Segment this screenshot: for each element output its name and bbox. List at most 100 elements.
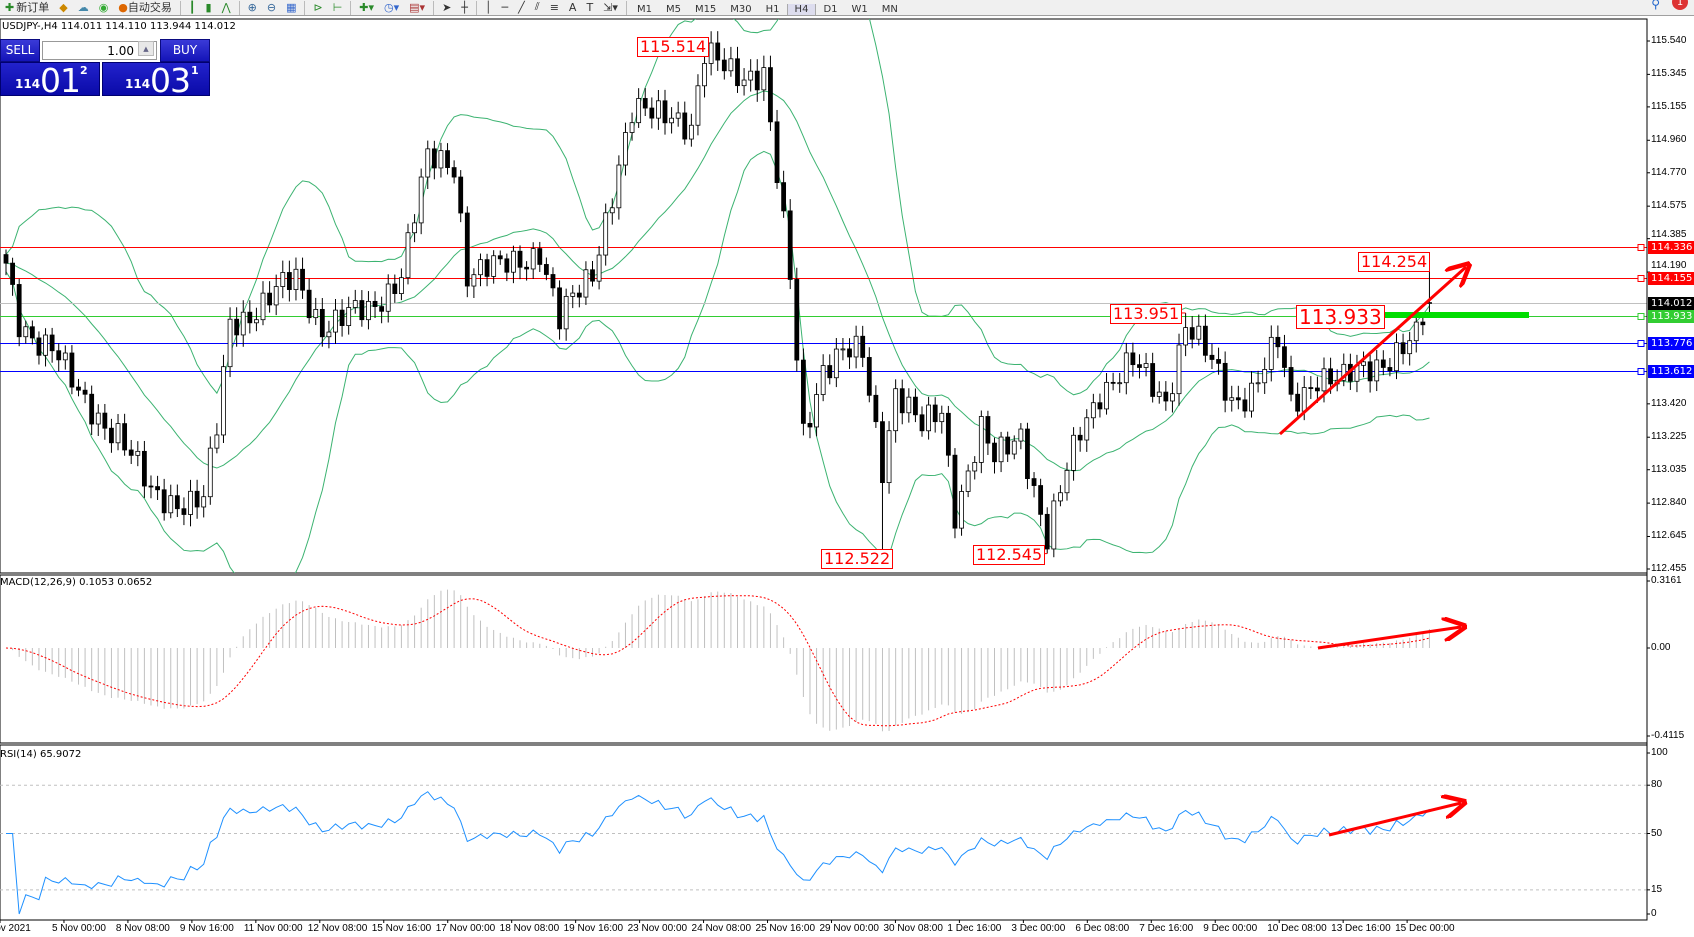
candle bbox=[1038, 485, 1044, 515]
candle bbox=[240, 311, 246, 336]
crosshair-button[interactable]: ┼ bbox=[456, 0, 473, 15]
candle bbox=[1387, 367, 1393, 372]
candle bbox=[1104, 381, 1109, 410]
sell-price-prefix: 114 bbox=[15, 77, 41, 91]
candle bbox=[227, 318, 233, 368]
sell-price[interactable]: 114 01 2 bbox=[0, 61, 100, 100]
horizontal-line-icon: ─ bbox=[501, 0, 509, 14]
timeframe-m5[interactable]: M5 bbox=[665, 4, 681, 15]
high-annotation[interactable]: 115.514 bbox=[637, 37, 710, 57]
candle bbox=[1295, 393, 1301, 412]
channel-button[interactable]: ⫽ bbox=[530, 0, 545, 15]
horizontal-line-button[interactable]: ─ bbox=[497, 0, 514, 15]
auto-trading-button[interactable]: ● 自动交易 bbox=[113, 0, 177, 15]
entry-annotation[interactable]: 113.933 bbox=[1296, 305, 1385, 329]
candle bbox=[735, 58, 740, 87]
sell-button[interactable]: SELL bbox=[0, 39, 40, 62]
divider bbox=[475, 1, 477, 15]
zoom-in-button[interactable]: ⊕ bbox=[243, 0, 262, 15]
signals-button[interactable]: ◉ bbox=[94, 0, 114, 15]
notification-badge[interactable]: 1 bbox=[1672, 0, 1688, 10]
candle bbox=[484, 259, 490, 277]
candle bbox=[201, 496, 207, 508]
zoom-out-button[interactable]: ⊖ bbox=[262, 0, 281, 15]
low-annotation-2[interactable]: 112.545 bbox=[973, 545, 1046, 565]
candle bbox=[1110, 381, 1116, 384]
vertical-line-button[interactable]: │ bbox=[480, 0, 497, 15]
history-button[interactable]: ◆ bbox=[54, 0, 72, 15]
candle bbox=[478, 259, 483, 276]
candle bbox=[1407, 340, 1413, 355]
candle bbox=[656, 100, 661, 119]
candle bbox=[702, 63, 707, 87]
trendline-button[interactable]: ╱ bbox=[513, 0, 530, 15]
candle bbox=[379, 306, 385, 312]
cursor-button[interactable]: ➤ bbox=[437, 0, 456, 15]
time-axis-label: 10 Dec 08:00 bbox=[1267, 923, 1327, 934]
timeframe-m1[interactable]: M1 bbox=[636, 4, 652, 15]
chart-shift-button[interactable]: ⊢ bbox=[328, 0, 348, 15]
price-axis-label: 114.385 bbox=[1651, 228, 1687, 240]
cloud-button[interactable]: ☁ bbox=[73, 0, 94, 15]
price-tag: 114.336 bbox=[1648, 240, 1694, 254]
text-button[interactable]: A bbox=[564, 0, 582, 15]
price-axis-label: 112.455 bbox=[1651, 563, 1687, 574]
timeframe-h4[interactable]: H4 bbox=[786, 4, 817, 15]
candle bbox=[405, 232, 411, 279]
timeframe-m15[interactable]: M15 bbox=[694, 4, 717, 15]
candle bbox=[807, 422, 813, 428]
buy-price[interactable]: 114 03 1 bbox=[102, 61, 210, 100]
timeframe-w1[interactable]: W1 bbox=[851, 4, 868, 15]
time-axis-label: 13 Dec 16:00 bbox=[1331, 923, 1391, 934]
auto-scroll-button[interactable]: ⊳ bbox=[308, 0, 327, 15]
lot-increase-button[interactable]: ▲ bbox=[138, 41, 154, 56]
line-handle bbox=[1637, 313, 1645, 320]
lot-size-input[interactable]: 1.00 bbox=[42, 41, 157, 60]
price-axis-label: 112.645 bbox=[1651, 530, 1687, 542]
price-plot bbox=[0, 19, 1647, 573]
search-icon[interactable]: ⚲ bbox=[1651, 0, 1660, 11]
candle bbox=[1196, 325, 1202, 340]
low-annotation[interactable]: 112.522 bbox=[821, 549, 894, 569]
price-axis-label: 113.420 bbox=[1651, 397, 1687, 409]
candle bbox=[352, 300, 358, 308]
candle bbox=[662, 100, 668, 124]
timeframe-d1[interactable]: D1 bbox=[823, 4, 838, 15]
periods-button[interactable]: ◷▾ bbox=[379, 0, 404, 15]
candle bbox=[1235, 397, 1241, 401]
candle bbox=[1242, 399, 1248, 412]
bar-chart-button[interactable]: ┃ bbox=[184, 0, 201, 15]
templates-button[interactable]: ▤▾ bbox=[404, 0, 430, 15]
candle bbox=[1097, 402, 1103, 410]
candle bbox=[1183, 327, 1189, 346]
time-axis-label: 9 Dec 00:00 bbox=[1203, 923, 1258, 934]
candle bbox=[1084, 417, 1090, 441]
candle bbox=[616, 164, 622, 209]
line-chart-button[interactable]: ⋀ bbox=[217, 0, 236, 15]
candle bbox=[286, 272, 292, 290]
candle bbox=[95, 412, 101, 425]
candle bbox=[576, 292, 582, 298]
candle bbox=[273, 286, 279, 306]
candle bbox=[69, 352, 75, 388]
new-order-button[interactable]: ✚ 新订单 bbox=[0, 0, 54, 15]
candle-chart-button[interactable]: ▮ bbox=[201, 0, 217, 15]
tile-windows-button[interactable]: ▦ bbox=[281, 0, 301, 15]
swing-high-annotation[interactable]: 113.951 bbox=[1110, 304, 1183, 324]
candle bbox=[853, 335, 859, 358]
label-button[interactable]: T bbox=[581, 0, 598, 15]
timeframe-m30[interactable]: M30 bbox=[730, 4, 752, 15]
price-tag: 113.612 bbox=[1648, 364, 1694, 378]
indicators-button[interactable]: ✚▾ bbox=[354, 0, 379, 15]
fibonacci-button[interactable]: ≡ bbox=[545, 0, 564, 15]
timeframe-h1[interactable]: H1 bbox=[765, 4, 780, 15]
current-high-annotation[interactable]: 114.254 bbox=[1358, 252, 1431, 272]
candle bbox=[247, 311, 253, 324]
candle bbox=[76, 386, 81, 391]
timeframe-mn[interactable]: MN bbox=[881, 4, 898, 15]
crosshair-icon: ┼ bbox=[461, 0, 468, 14]
candle bbox=[1202, 325, 1208, 356]
arrows-button[interactable]: ⇲▾ bbox=[598, 0, 623, 15]
buy-button[interactable]: BUY bbox=[160, 39, 210, 62]
